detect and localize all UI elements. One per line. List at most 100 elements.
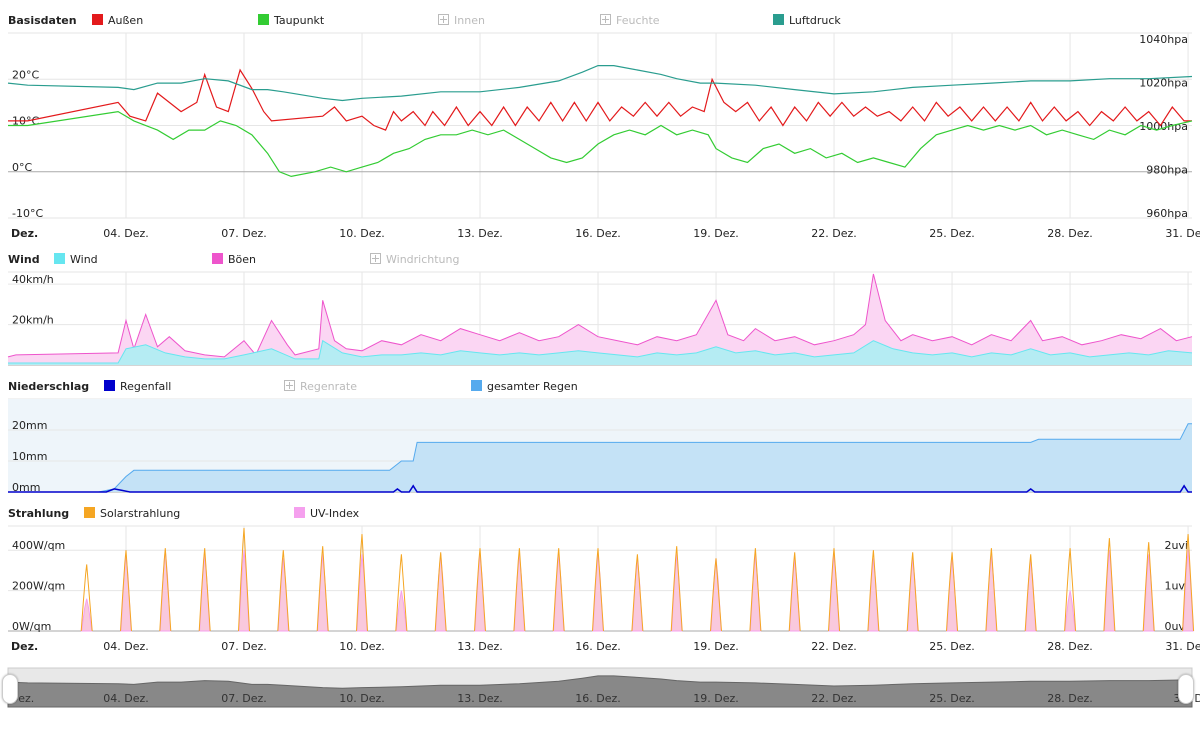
legend-label: Wind [70, 253, 98, 266]
solar-radiation-peak [356, 534, 368, 632]
legend-item-taupunkt[interactable]: Taupunkt [258, 13, 324, 29]
legend-label: gesamter Regen [487, 380, 578, 393]
y-tick-label-pressure: 1020hpa [1139, 76, 1188, 89]
legend-item-außen[interactable]: Außen [92, 13, 143, 29]
solar-radiation-peak [434, 552, 447, 632]
legend-item-regenrate[interactable]: Regenrate [284, 379, 357, 395]
legend-item-böen[interactable]: Böen [212, 252, 256, 268]
y-tick-label-uv: 0uvi [1164, 620, 1188, 633]
solar-radiation-peak [631, 554, 644, 632]
toggle-off-icon [600, 14, 611, 25]
solar-radiation-peak [238, 527, 250, 632]
legend-item-gesamter-regen[interactable]: gesamter Regen [471, 379, 578, 395]
solar-radiation-peak [277, 550, 290, 632]
x-tick-label-solar: 07. Dez. [221, 640, 267, 653]
legend-swatch-icon [294, 507, 305, 518]
y-tick-label-temp: 20°C [12, 68, 39, 81]
legend-swatch-icon [54, 253, 65, 264]
legend-swatch-icon [84, 507, 95, 518]
legend-label: Außen [108, 14, 144, 27]
legend-strahlung: Strahlung Solarstrahlung UV-Index [8, 506, 1188, 522]
toggle-off-icon [438, 14, 449, 25]
y-tick-label-pressure: 980hpa [1146, 163, 1188, 176]
x-tick-label-basis: 07. Dez. [221, 227, 267, 240]
y-tick-label-pressure: 1000hpa [1139, 120, 1188, 133]
toggle-off-icon [370, 253, 381, 264]
uv-index-peak [356, 554, 368, 632]
legend-item-wind[interactable]: Wind [54, 252, 98, 268]
navigator-tick-label: 28. Dez. [1047, 692, 1093, 705]
x-tick-label-basis: 16. Dez. [575, 227, 621, 240]
solar-radiation-peak [985, 548, 998, 632]
y-tick-label-uv: 2uvi [1164, 539, 1188, 552]
solar-radiation-peak [120, 550, 132, 632]
y-tick-label-solar: 200W/qm [12, 580, 65, 593]
x-tick-label-basis: 13. Dez. [457, 227, 503, 240]
solar-radiation-peak [710, 558, 722, 632]
solar-radiation-peak [552, 548, 565, 632]
y-tick-label-temp: -10°C [12, 207, 43, 220]
legend-item-solarstrahlung[interactable]: Solarstrahlung [84, 506, 180, 522]
x-tick-label-basis: 28. Dez. [1047, 227, 1093, 240]
legend-item-luftdruck[interactable]: Luftdruck [773, 13, 841, 29]
y-tick-label-temp: 0°C [12, 161, 32, 174]
series-line-taupunkt [8, 110, 1193, 178]
range-handle-left-icon[interactable] [2, 674, 18, 704]
legend-swatch-icon [104, 380, 115, 391]
panel-title-wind: Wind [8, 253, 40, 266]
solar-radiation-peak [1142, 542, 1155, 632]
legend-label: Innen [454, 14, 485, 27]
y-tick-label-wind: 20km/h [12, 314, 54, 327]
solar-radiation-peak [316, 546, 329, 632]
legend-item-regenfall[interactable]: Regenfall [104, 379, 171, 395]
series-line-boeen [7, 273, 1193, 358]
solar-radiation-peak [788, 552, 801, 632]
x-tick-label-solar: 25. Dez. [929, 640, 975, 653]
y-tick-label-solar: 0W/qm [12, 620, 51, 633]
legend-label: Regenrate [300, 380, 357, 393]
x-tick-label-basis: 22. Dez. [811, 227, 857, 240]
legend-swatch-icon [471, 380, 482, 391]
solar-radiation-peak [946, 552, 959, 632]
panel-title-strahlung: Strahlung [8, 507, 70, 520]
solar-radiation-peak [1103, 538, 1116, 632]
legend-label: Luftdruck [789, 14, 841, 27]
legend-item-innen[interactable]: Innen [438, 13, 485, 29]
series-line-au-en [8, 68, 1192, 131]
toggle-off-icon [284, 380, 295, 391]
series-area-gesamter-regen [8, 423, 1192, 492]
panel-title-niederschlag: Niederschlag [8, 380, 90, 393]
navigator-tick-label: 16. Dez. [575, 692, 621, 705]
range-handle-right-icon[interactable] [1178, 674, 1194, 704]
navigator-tick-label: 13. Dez. [457, 692, 503, 705]
legend-item-uv-index[interactable]: UV-Index [294, 506, 359, 522]
series-line-luftdruck [7, 65, 1193, 102]
solar-radiation-peak [1024, 554, 1037, 632]
navigator-tick-label: 19. Dez. [693, 692, 739, 705]
x-tick-label-solar: 04. Dez. [103, 640, 149, 653]
navigator-tick-label: 04. Dez. [103, 692, 149, 705]
series-line-gesamter-regen [8, 423, 1192, 493]
uv-index-peak [81, 598, 93, 632]
y-tick-label-pressure: 1040hpa [1139, 33, 1188, 46]
navigator-tick-label: 25. Dez. [929, 692, 975, 705]
solar-radiation-peak [749, 548, 762, 632]
uv-index-peak [395, 590, 408, 632]
legend-label: Windrichtung [386, 253, 460, 266]
legend-swatch-icon [212, 253, 223, 264]
uv-index-peak [710, 558, 722, 632]
legend-label: Böen [228, 253, 257, 266]
solar-radiation-peak [906, 552, 919, 632]
solar-radiation-peak [1182, 534, 1195, 632]
legend-swatch-icon [92, 14, 103, 25]
navigator-tick-label: 22. Dez. [811, 692, 857, 705]
legend-item-feuchte[interactable]: Feuchte [600, 13, 660, 29]
legend-niederschlag: Niederschlag Regenfall Regenrate gesamter … [8, 379, 1188, 395]
x-axis-label-solar: Dez. [11, 640, 38, 653]
y-tick-label-rain: 20mm [12, 419, 47, 432]
x-tick-label-solar: 10. Dez. [339, 640, 385, 653]
y-tick-label-solar: 400W/qm [12, 539, 65, 552]
legend-item-windrichtung[interactable]: Windrichtung [370, 252, 459, 268]
solar-radiation-peak [867, 550, 880, 632]
